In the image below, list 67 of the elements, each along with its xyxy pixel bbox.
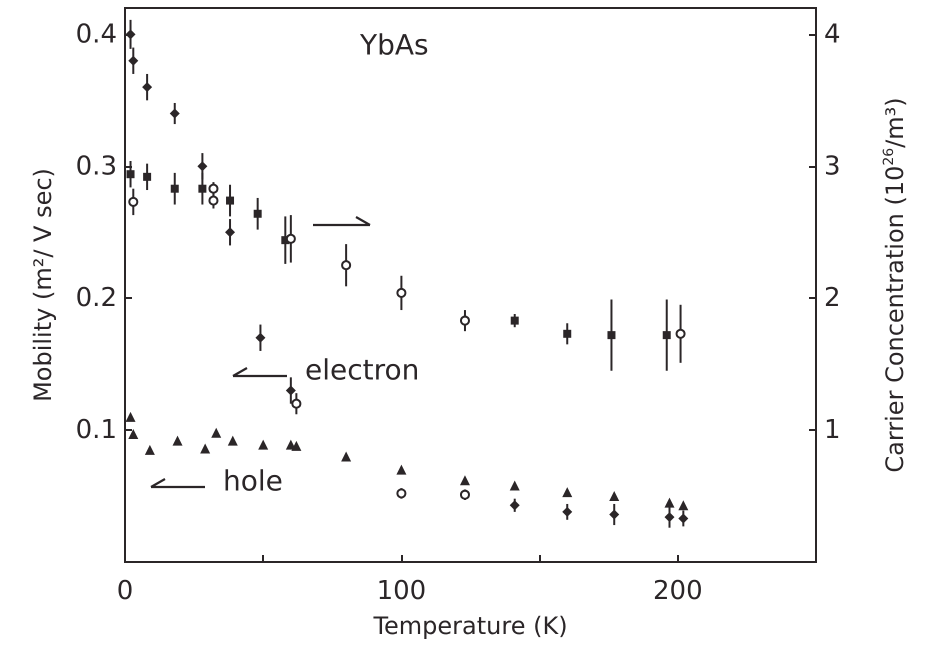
point [172,436,183,446]
point [678,500,688,510]
y-tick-label: 0.4 [76,19,117,50]
point [510,480,520,490]
point [664,512,675,522]
point [225,227,236,238]
x-tick-label: 0 [116,576,134,606]
point [286,234,296,244]
point [460,475,470,486]
point [198,184,206,193]
point [170,108,180,119]
point [226,196,234,205]
annotation: electron [305,354,420,386]
point [396,464,406,475]
point [291,440,302,451]
point [254,210,262,218]
annotation: hole [223,464,283,498]
point [341,451,352,462]
point [258,440,268,450]
point [128,56,138,66]
y2-tick-label: 2 [824,283,841,314]
point [664,498,675,508]
point [144,444,155,455]
x-axis-title: Temperature (K) [372,612,568,640]
point [208,196,218,206]
point [609,510,620,520]
point [662,331,671,340]
point [396,288,406,298]
y2-tick-label: 3 [824,151,841,182]
point [128,196,138,207]
point [255,332,266,343]
point [286,386,296,396]
point [291,398,302,409]
point [396,488,406,498]
point [510,500,520,510]
point [607,331,616,340]
point [126,29,136,40]
y2-axis-title: Carrier Concentration (1026/m³) [881,97,909,473]
point [562,506,572,517]
point [142,82,152,92]
point [228,436,238,446]
point [126,170,135,178]
point [200,444,210,454]
y-axis-title: Mobility (m²/ V sec) [29,168,57,402]
x-tick-label: 100 [376,576,426,606]
x-tick-label: 200 [652,576,703,606]
y-tick-label: 0.3 [76,151,117,182]
point [563,330,572,338]
point [143,172,152,181]
point [126,412,136,422]
y-tick-label: 0.2 [76,283,117,314]
y2-tick-label: 1 [824,415,841,446]
point [678,513,688,524]
y-tick-label: 0.1 [76,415,117,446]
point [197,161,208,172]
point [676,328,686,339]
text: YbAs [359,28,429,62]
point [562,487,572,498]
point [460,490,470,500]
point [211,428,222,438]
point [170,184,179,193]
y2-tick-label: 4 [824,19,841,50]
point [510,316,519,325]
point [609,491,620,502]
point [341,260,352,270]
point [128,429,138,440]
point [460,316,470,326]
